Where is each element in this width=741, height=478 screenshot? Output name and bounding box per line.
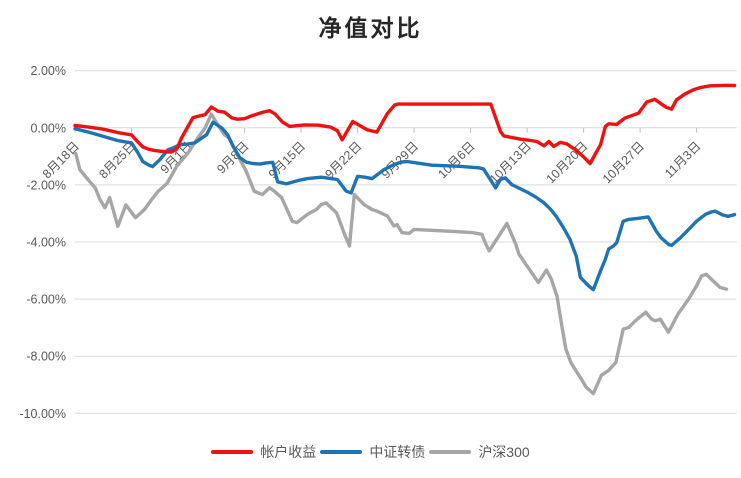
legend-label: 帐户收益 bbox=[260, 444, 317, 460]
csi-convertible-bond-line bbox=[73, 120, 737, 292]
x-axis-tick-label: 10月13日 bbox=[487, 139, 534, 186]
x-axis-tick-label: 10月6日 bbox=[435, 139, 477, 181]
y-axis-tick-label: -4.00% bbox=[26, 236, 66, 250]
y-axis-tick-label: 2.00% bbox=[31, 64, 66, 78]
legend-swatch bbox=[320, 450, 363, 454]
legend: 帐户收益 中证转债 沪深300 bbox=[0, 442, 741, 462]
legend-item-0: 帐户收益 bbox=[211, 442, 316, 462]
account-return-line bbox=[73, 83, 737, 166]
legend-item-1: 中证转债 bbox=[320, 442, 425, 462]
x-axis-tick-label: 11月3日 bbox=[662, 139, 704, 181]
x-axis-tick-label: 9月29日 bbox=[379, 139, 421, 181]
legend-label: 中证转债 bbox=[369, 444, 426, 460]
x-axis-tick-label: 10月27日 bbox=[600, 139, 647, 186]
y-axis-tick-label: -10.00% bbox=[19, 407, 66, 421]
legend-item-2: 沪深300 bbox=[429, 442, 530, 462]
legend-swatch bbox=[429, 450, 472, 454]
csi300-line bbox=[74, 112, 729, 396]
legend-label: 沪深300 bbox=[478, 444, 530, 460]
y-axis-tick-label: 0.00% bbox=[31, 121, 66, 135]
legend-swatch bbox=[211, 450, 254, 454]
x-axis-tick-label: 9月15日 bbox=[266, 139, 308, 181]
y-axis-tick-label: -8.00% bbox=[26, 350, 66, 364]
y-axis-tick-label: -2.00% bbox=[26, 178, 66, 192]
y-axis-tick-label: -6.00% bbox=[26, 293, 66, 307]
chart-title: 净值对比 bbox=[318, 15, 423, 41]
